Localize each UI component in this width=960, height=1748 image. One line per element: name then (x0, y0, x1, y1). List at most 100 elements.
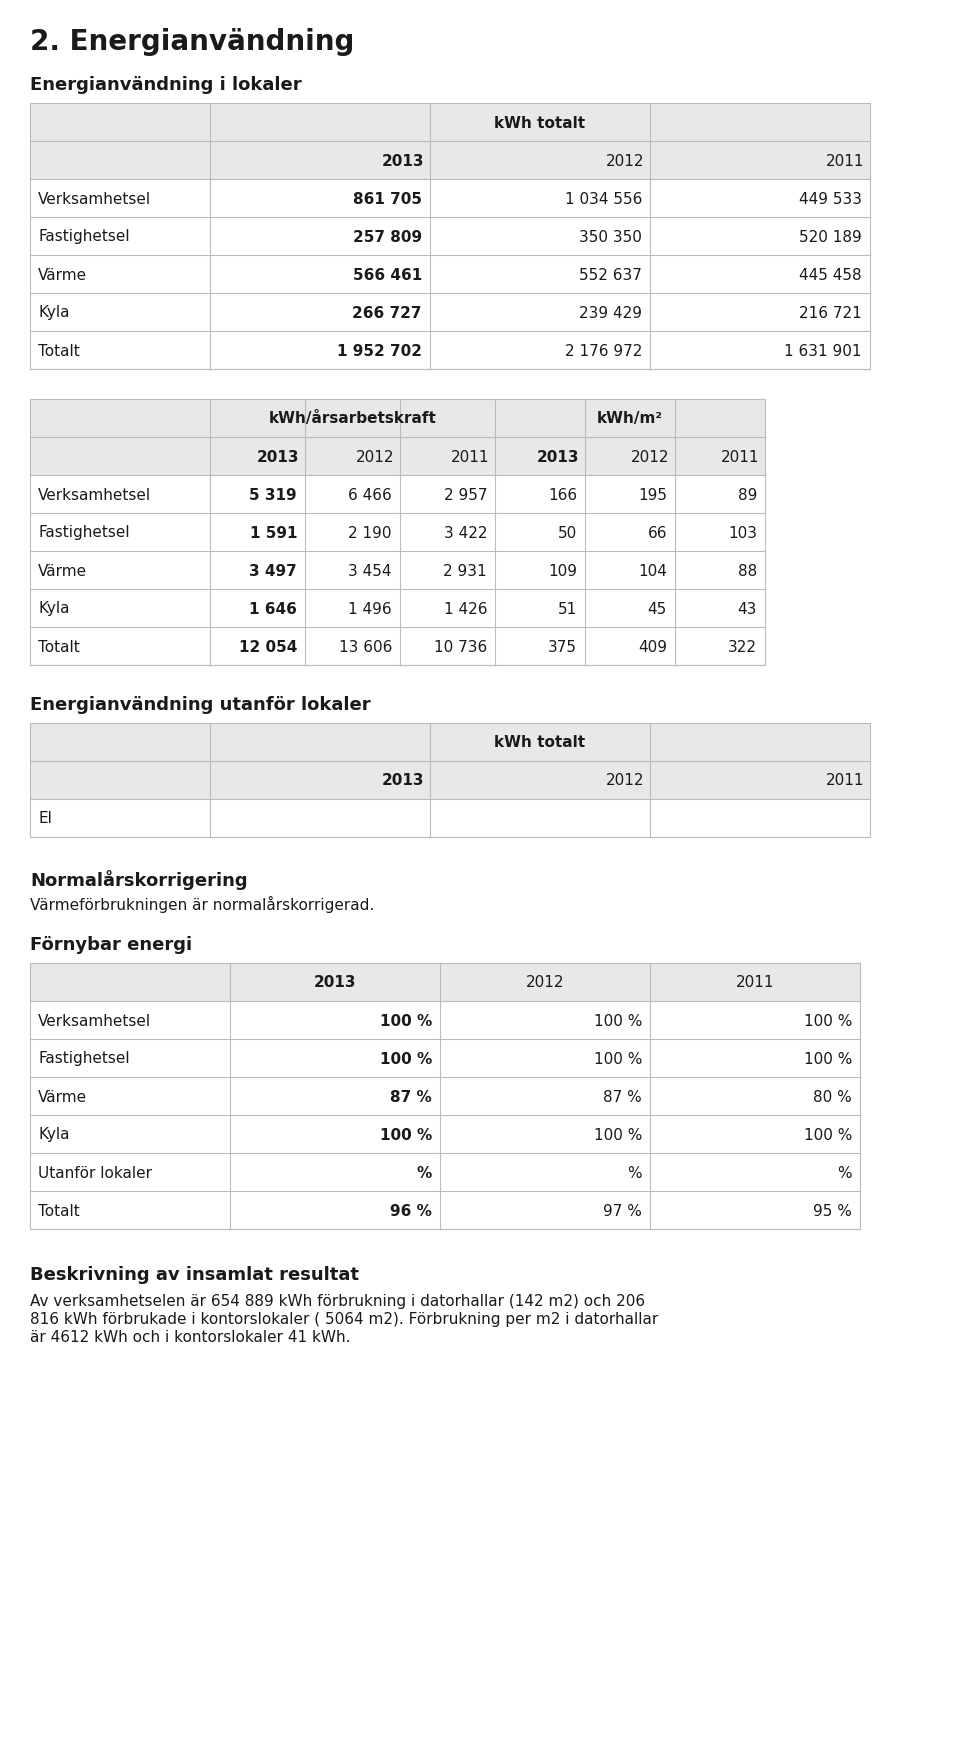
Text: 520 189: 520 189 (800, 229, 862, 245)
Text: %: % (837, 1164, 852, 1180)
Text: Förnybar energi: Förnybar energi (30, 935, 192, 953)
Bar (30, 963, 860, 1002)
Text: kWh/årsarbetskraft: kWh/årsarbetskraft (269, 411, 437, 427)
Text: 350 350: 350 350 (579, 229, 642, 245)
Text: 100 %: 100 % (593, 1051, 642, 1066)
Text: 2011: 2011 (826, 154, 864, 168)
Text: Kyla: Kyla (38, 306, 69, 320)
Bar (30, 1154, 860, 1192)
Text: 2013: 2013 (537, 449, 579, 465)
Text: 5 319: 5 319 (250, 488, 297, 502)
Text: 43: 43 (737, 601, 757, 615)
Text: Verksamhetsel: Verksamhetsel (38, 488, 151, 502)
Text: Kyla: Kyla (38, 601, 69, 615)
Text: Utanför lokaler: Utanför lokaler (38, 1164, 152, 1180)
Text: 2013: 2013 (381, 154, 424, 168)
Text: 51: 51 (558, 601, 577, 615)
Bar (30, 437, 765, 475)
Text: 816 kWh förbrukade i kontorslokaler ( 5064 m2). Förbrukning per m2 i datorhallar: 816 kWh förbrukade i kontorslokaler ( 50… (30, 1311, 659, 1327)
Bar (30, 255, 870, 294)
Text: 2012: 2012 (631, 449, 669, 465)
Bar (30, 400, 765, 437)
Bar (30, 1002, 860, 1040)
Text: 1 496: 1 496 (348, 601, 392, 615)
Bar (30, 589, 765, 628)
Text: 3 497: 3 497 (250, 563, 297, 579)
Bar (30, 103, 870, 142)
Text: 97 %: 97 % (603, 1203, 642, 1218)
Text: 87 %: 87 % (391, 1089, 432, 1105)
Text: 1 646: 1 646 (250, 601, 297, 615)
Text: 2011: 2011 (826, 773, 864, 788)
Text: Värme: Värme (38, 563, 87, 579)
Text: Kyla: Kyla (38, 1127, 69, 1141)
Bar (30, 180, 870, 218)
Text: 2013: 2013 (381, 773, 424, 788)
Text: 12 054: 12 054 (239, 640, 297, 654)
Bar (30, 628, 765, 666)
Bar (30, 762, 870, 799)
Text: Fastighetsel: Fastighetsel (38, 229, 130, 245)
Text: 2013: 2013 (314, 975, 356, 989)
Text: Värmeförbrukningen är normalårskorrigerad.: Värmeförbrukningen är normalårskorrigera… (30, 895, 374, 912)
Bar (30, 724, 870, 762)
Text: 409: 409 (638, 640, 667, 654)
Text: 449 533: 449 533 (799, 191, 862, 206)
Bar (30, 103, 870, 371)
Text: 95 %: 95 % (813, 1203, 852, 1218)
Bar (30, 1040, 860, 1077)
Text: Fastighetsel: Fastighetsel (38, 524, 130, 540)
Text: 1 034 556: 1 034 556 (564, 191, 642, 206)
Text: 1 591: 1 591 (250, 524, 297, 540)
Text: 2 957: 2 957 (444, 488, 487, 502)
Text: 3 422: 3 422 (444, 524, 487, 540)
Text: 100 %: 100 % (804, 1127, 852, 1141)
Text: 50: 50 (558, 524, 577, 540)
Text: Totalt: Totalt (38, 640, 80, 654)
Text: 216 721: 216 721 (800, 306, 862, 320)
Text: 100 %: 100 % (380, 1127, 432, 1141)
Text: 6 466: 6 466 (348, 488, 392, 502)
Text: 2 931: 2 931 (444, 563, 487, 579)
Text: Energianvändning i lokaler: Energianvändning i lokaler (30, 75, 301, 94)
Text: 3 454: 3 454 (348, 563, 392, 579)
Bar (30, 1192, 860, 1229)
Text: 375: 375 (548, 640, 577, 654)
Text: Värme: Värme (38, 267, 87, 283)
Text: 2012: 2012 (606, 773, 644, 788)
Bar (30, 552, 765, 589)
Bar (30, 1077, 860, 1115)
Text: 322: 322 (728, 640, 757, 654)
Text: 100 %: 100 % (593, 1127, 642, 1141)
Bar (30, 218, 870, 255)
Text: 88: 88 (737, 563, 757, 579)
Text: Verksamhetsel: Verksamhetsel (38, 1012, 151, 1028)
Bar (30, 475, 765, 514)
Bar (30, 400, 765, 666)
Bar (30, 142, 870, 180)
Text: 45: 45 (648, 601, 667, 615)
Text: 266 727: 266 727 (352, 306, 422, 320)
Text: Energianvändning utanför lokaler: Energianvändning utanför lokaler (30, 696, 371, 713)
Text: 87 %: 87 % (603, 1089, 642, 1105)
Text: 2013: 2013 (256, 449, 299, 465)
Text: 100 %: 100 % (804, 1012, 852, 1028)
Text: 2 190: 2 190 (348, 524, 392, 540)
Text: 2012: 2012 (526, 975, 564, 989)
Text: 1 631 901: 1 631 901 (784, 343, 862, 358)
Text: 2 176 972: 2 176 972 (564, 343, 642, 358)
Text: 2011: 2011 (721, 449, 759, 465)
Text: Normalårskorrigering: Normalårskorrigering (30, 869, 248, 890)
Text: 100 %: 100 % (380, 1012, 432, 1028)
Text: 100 %: 100 % (804, 1051, 852, 1066)
Text: %: % (628, 1164, 642, 1180)
Text: Verksamhetsel: Verksamhetsel (38, 191, 151, 206)
Text: 80 %: 80 % (813, 1089, 852, 1105)
Text: 2011: 2011 (735, 975, 775, 989)
Text: 861 705: 861 705 (353, 191, 422, 206)
Text: 89: 89 (737, 488, 757, 502)
Text: Värme: Värme (38, 1089, 87, 1105)
Text: Totalt: Totalt (38, 343, 80, 358)
Text: 566 461: 566 461 (352, 267, 422, 283)
Bar (30, 799, 870, 837)
